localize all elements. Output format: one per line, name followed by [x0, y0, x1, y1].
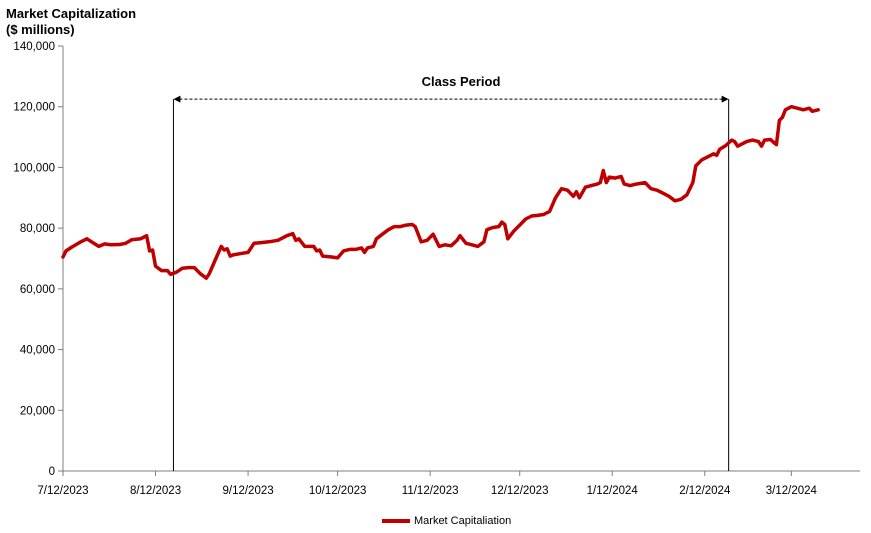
class-period-arrowhead-right [721, 95, 729, 103]
x-tick-label: 2/12/2024 [679, 485, 731, 497]
x-tick-label: 7/12/2023 [37, 485, 88, 497]
y-axis-ticks: 0 20,000 40,000 60,000 80,000 100,000 120,000 1… [13, 41, 63, 478]
x-tick-label: 3/12/2024 [766, 485, 818, 497]
y-axis-title-line1: Market Capitalization [6, 6, 137, 21]
x-tick-label: 1/12/2024 [587, 485, 639, 497]
y-axis-title-line2: ($ millions) [6, 22, 75, 37]
y-tick-label: 80,000 [20, 223, 55, 235]
class-period-label: Class Period [422, 74, 501, 89]
x-tick-label: 8/12/2023 [130, 485, 181, 497]
series-group [61, 104, 820, 280]
legend-label: Market Capitaliation [414, 515, 512, 527]
x-tick-label: 12/12/2023 [491, 485, 549, 497]
y-tick-label: 120,000 [13, 102, 55, 114]
class-period-annotation: Class Period [172, 74, 730, 471]
y-tick-label: 140,000 [13, 41, 55, 53]
x-tick-label: 11/12/2023 [402, 485, 459, 497]
x-tick-label: 9/12/2023 [222, 485, 273, 497]
legend: Market Capitaliation [382, 515, 511, 527]
y-tick-label: 20,000 [20, 405, 55, 417]
class-period-arrowhead-left [173, 95, 181, 103]
y-tick-label: 0 [49, 466, 55, 478]
x-axis-ticks: 7/12/2023 8/12/2023 9/12/2023 10/12/2023 11/… [37, 471, 818, 497]
series-line-market-cap [61, 104, 820, 280]
y-axis-title: Market Capitalization ($ millions) [6, 6, 136, 38]
y-tick-label: 100,000 [13, 162, 55, 174]
y-tick-label: 60,000 [20, 284, 55, 296]
legend-swatch [382, 519, 410, 523]
y-tick-label: 40,000 [20, 345, 55, 357]
x-tick-label: 10/12/2023 [309, 485, 367, 497]
